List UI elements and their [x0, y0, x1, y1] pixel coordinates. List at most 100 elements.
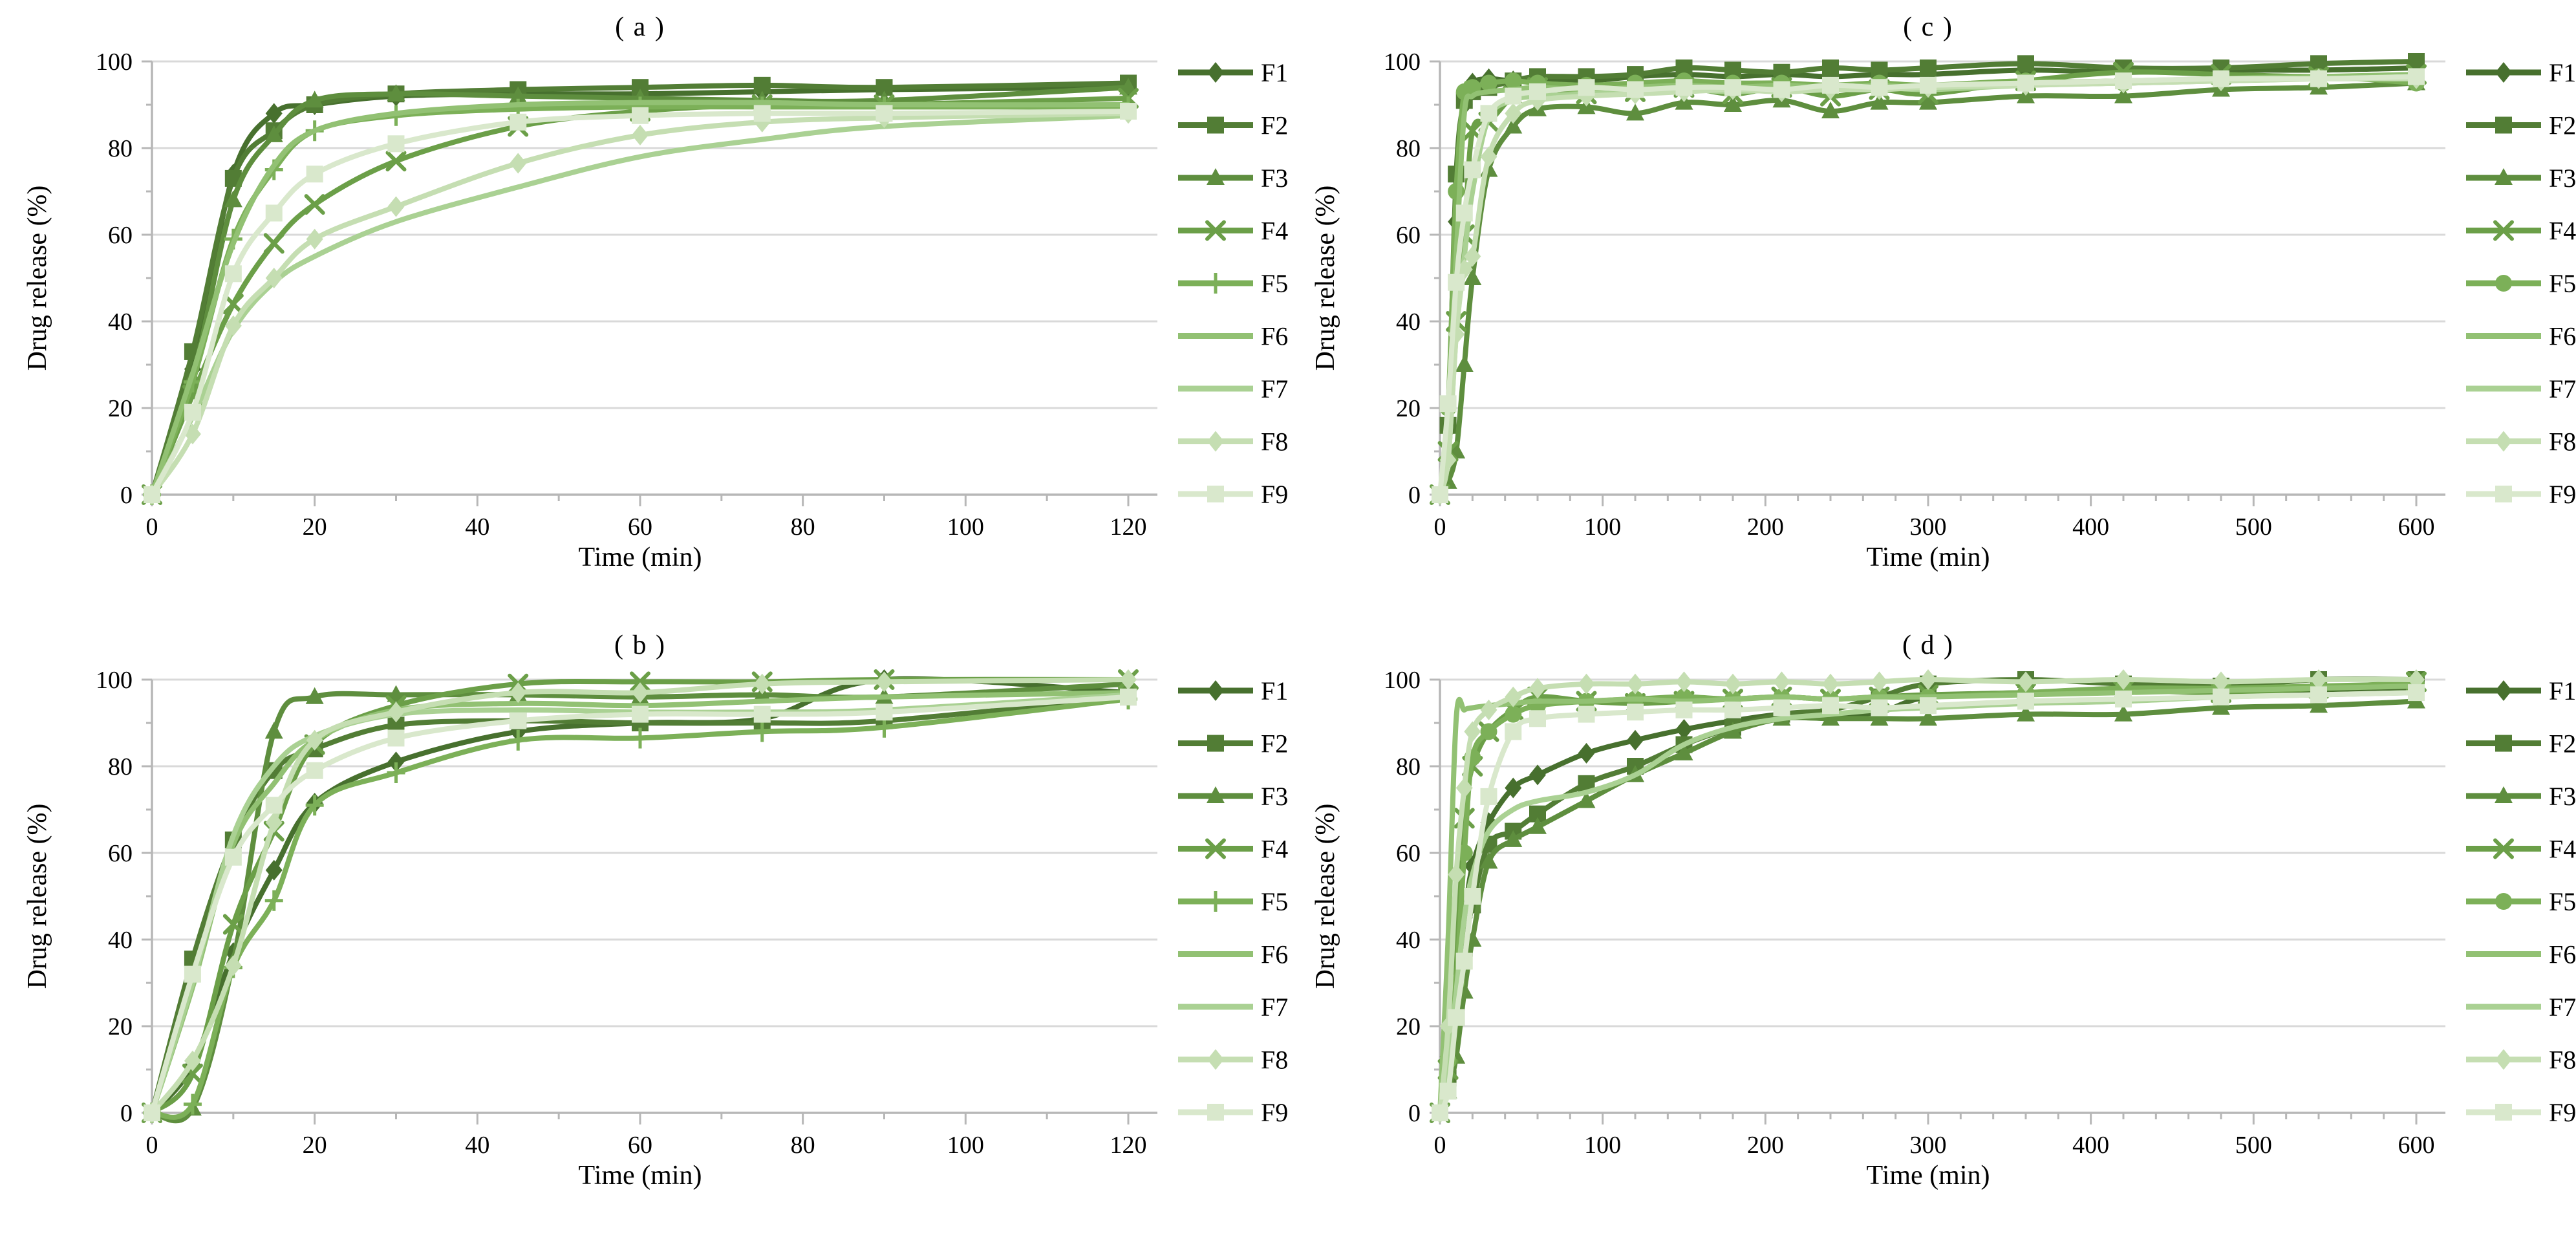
series-F9-marker: [2115, 72, 2132, 90]
axes: [1439, 680, 2445, 1114]
legend-label: F6: [1261, 940, 1288, 969]
series-F6: [1437, 72, 2419, 497]
legend-swatch-marker: [2495, 893, 2512, 910]
series-F9-marker: [753, 105, 771, 122]
series-F4: [142, 87, 1139, 505]
series-F4: [1430, 61, 2427, 505]
y-tick-label: 40: [1396, 927, 1421, 954]
series-F9-marker: [2310, 70, 2327, 87]
series-F1: [1432, 58, 2425, 505]
legend-swatch-marker: [1207, 273, 1225, 294]
legend-item-F3: F3: [2466, 782, 2576, 811]
legend-label: F3: [2549, 782, 2576, 811]
series-F3-marker: [1463, 268, 1482, 285]
series-F9-marker: [1464, 161, 1481, 178]
legend-label: F9: [1261, 1098, 1288, 1127]
series-F4-marker: [630, 671, 650, 693]
series-F5-line: [1437, 74, 2419, 497]
legend-swatch-marker: [1207, 1049, 1224, 1070]
legend-item-F6: F6: [2466, 940, 2576, 969]
series-F9-marker: [1439, 1082, 1457, 1100]
x-tick-label: 40: [465, 1132, 489, 1159]
legend-item-F1: F1: [1178, 676, 1288, 705]
series-F8-marker: [224, 315, 242, 336]
series-F9-marker: [875, 704, 893, 721]
legend: F1 F2 F3 F4 F5 F6 F7 F8 F9: [2466, 676, 2576, 1127]
series-F9-marker: [2115, 691, 2132, 708]
series-F5-marker: [183, 1093, 202, 1115]
y-tick-label: 60: [1396, 840, 1421, 867]
series-F9-marker: [184, 403, 201, 421]
legend-label: F6: [2549, 940, 2576, 969]
legend-label: F6: [1261, 322, 1288, 351]
series-F9-line: [1437, 74, 2419, 497]
series-F3-marker: [1479, 852, 1498, 869]
series-F9: [144, 688, 1137, 1121]
x-tick-label: 400: [2072, 513, 2109, 541]
series-F4: [1430, 671, 2427, 1123]
legend-item-F9: F9: [1178, 1098, 1288, 1127]
x-tick-label: 600: [2398, 1132, 2435, 1159]
series-F9-marker: [1480, 105, 1497, 122]
series-F9-marker: [144, 486, 160, 503]
series-F3-line: [1437, 80, 2419, 497]
series-F3-marker: [387, 84, 405, 102]
series-F8-marker: [224, 955, 242, 976]
series-F8-marker: [632, 124, 649, 145]
series-F8-marker: [1505, 103, 1522, 124]
y-tick-label: 0: [120, 1100, 133, 1127]
legend-label: F2: [1261, 111, 1288, 140]
series-F3-marker: [1626, 103, 1644, 121]
chart-c-title: ( c ): [1903, 12, 1953, 42]
series-F6: [149, 690, 1131, 1115]
series-F9-marker: [510, 712, 527, 729]
y-tick-label: 80: [1396, 135, 1421, 162]
series-F8-marker: [387, 196, 405, 217]
legend-item-F9: F9: [1178, 480, 1288, 509]
x-tick-label: 400: [2072, 1132, 2109, 1159]
panel-a: 0 20 40 60 80 100 0 20 40 60 80 100 120 F1 F2 F3 F4 F5 F6 F…: [0, 0, 1288, 618]
legend-label: F8: [1261, 1046, 1288, 1075]
legend-item-F8: F8: [2466, 427, 2576, 457]
series-F3-marker: [2114, 704, 2132, 722]
series-F4-marker: [385, 151, 407, 172]
chart-b-x-axis-label: Time (min): [578, 1161, 702, 1190]
series-F9-marker: [1455, 204, 1473, 222]
chart-d-title: ( d ): [1902, 630, 1954, 660]
legend: F1 F2 F3 F4 F5 F6 F7 F8 F9: [2466, 58, 2576, 509]
x-tick-label: 60: [628, 1132, 652, 1159]
series-F4-line: [1437, 69, 2419, 497]
legend-label: F5: [1261, 887, 1288, 916]
series-F1-line: [1437, 65, 2419, 497]
series-F9-marker: [2310, 686, 2327, 704]
series-F9-marker: [265, 204, 283, 222]
chart-b-y-axis-label: Drug release (%): [23, 803, 52, 989]
legend-swatch-marker: [2493, 838, 2514, 859]
series-F8-marker: [2310, 669, 2327, 690]
series-F9-marker: [144, 1104, 160, 1121]
series-F9-marker: [2213, 70, 2229, 87]
series-F8-marker: [753, 673, 771, 694]
series-F3-marker: [1724, 95, 1742, 112]
x-tick-label: 60: [628, 513, 652, 541]
series-F8-marker: [1448, 864, 1465, 885]
series-F8-marker: [2115, 669, 2132, 690]
legend-label: F5: [2549, 887, 2576, 916]
series-F9-marker: [1448, 274, 1465, 291]
series-F8-line: [1437, 76, 2419, 497]
legend-item-F5: F5: [1178, 269, 1288, 298]
legend-item-F2: F2: [1178, 729, 1288, 758]
legend-swatch-marker: [1207, 680, 1224, 701]
series-F8-marker: [265, 812, 283, 834]
series-F7-line: [1437, 74, 2419, 497]
y-tick-label: 40: [108, 927, 133, 954]
series-F2-marker: [2017, 55, 2034, 72]
legend-label: F6: [2549, 322, 2576, 351]
axes: [151, 680, 1157, 1114]
legend-label: F5: [2549, 269, 2576, 298]
series-F3-marker: [1529, 817, 1547, 834]
legend-label: F3: [1261, 164, 1288, 193]
x-tick-label: 300: [1910, 1132, 1947, 1159]
series-F2: [1432, 53, 2425, 503]
tick-labels: 0 20 40 60 80 100 0 100 200 300 400 500 600: [1384, 48, 2435, 541]
